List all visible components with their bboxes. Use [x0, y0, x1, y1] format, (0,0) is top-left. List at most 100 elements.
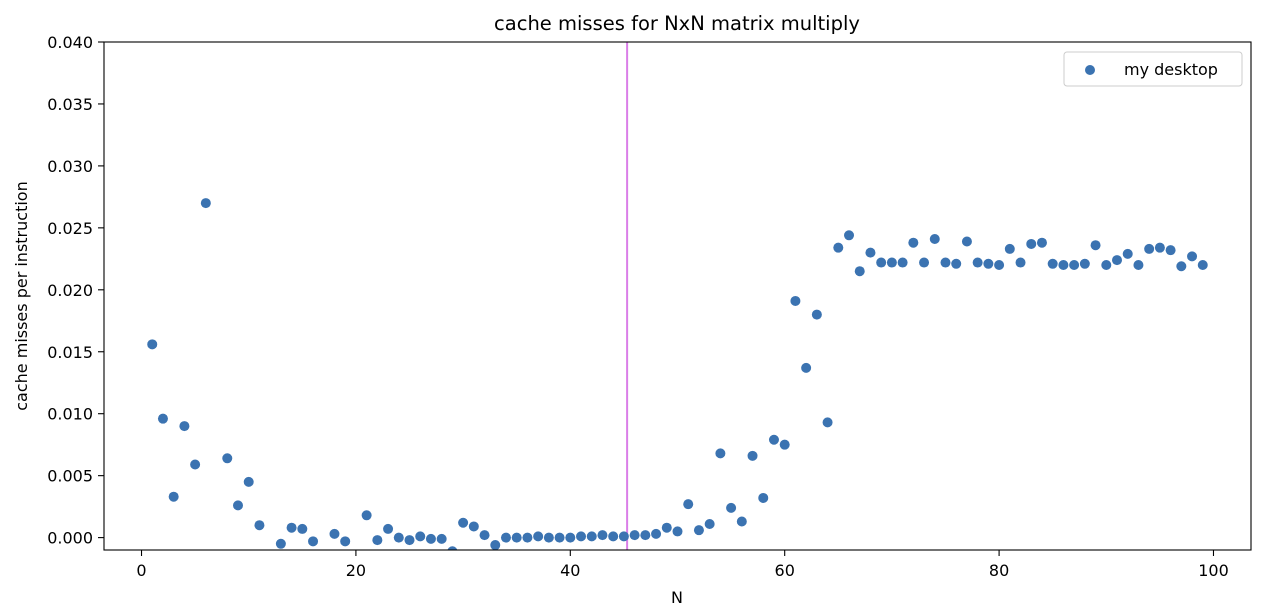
data-point [297, 523, 308, 534]
data-point [1026, 238, 1037, 249]
data-point [801, 362, 812, 373]
data-point [1090, 240, 1101, 251]
data-point [447, 546, 458, 550]
data-point [222, 453, 233, 464]
data-point [361, 510, 372, 521]
x-tick-label: 40 [560, 561, 580, 580]
x-tick-label: 60 [775, 561, 795, 580]
legend-marker [1085, 65, 1095, 75]
data-point [340, 536, 351, 547]
data-point [833, 242, 844, 253]
data-point [844, 230, 855, 241]
data-point [275, 538, 286, 549]
legend-box [1063, 51, 1243, 87]
data-point [640, 530, 651, 541]
data-point [1036, 237, 1047, 248]
data-point [1069, 260, 1080, 271]
data-point [1122, 248, 1133, 259]
data-point [693, 525, 704, 536]
y-tick-label: 0.000 [47, 529, 93, 548]
data-point [168, 491, 179, 502]
data-point [919, 257, 930, 268]
data-point [479, 530, 490, 541]
data-point [533, 531, 544, 542]
data-point [190, 459, 201, 470]
data-point [286, 522, 297, 533]
data-point [618, 531, 629, 542]
data-point [425, 533, 436, 544]
y-tick-label: 0.025 [47, 219, 93, 238]
x-tick-label: 0 [136, 561, 146, 580]
data-point [393, 532, 404, 543]
plot-content [147, 42, 1208, 550]
data-point [651, 528, 662, 539]
data-point [243, 476, 254, 487]
data-point [747, 450, 758, 461]
x-tick-label: 20 [346, 561, 366, 580]
data-point [308, 536, 319, 547]
data-point [951, 258, 962, 269]
data-point [372, 535, 383, 546]
data-point [683, 499, 694, 510]
y-tick-label: 0.040 [47, 33, 93, 52]
data-point [1101, 260, 1112, 271]
data-point [468, 521, 479, 532]
data-point [897, 257, 908, 268]
data-point [522, 532, 533, 543]
data-point [908, 237, 919, 248]
y-tick-label: 0.035 [47, 95, 93, 114]
data-point [661, 522, 672, 533]
data-point [994, 260, 1005, 271]
data-point [1112, 255, 1123, 266]
data-point [554, 532, 565, 543]
data-point [876, 257, 887, 268]
data-point [768, 434, 779, 445]
data-point [961, 236, 972, 247]
data-point [1176, 261, 1187, 272]
data-point [490, 540, 501, 550]
data-point [629, 530, 640, 541]
data-point [404, 535, 415, 546]
y-tick-label: 0.005 [47, 467, 93, 486]
data-point [1079, 258, 1090, 269]
data-point [232, 500, 243, 511]
data-point [1004, 243, 1015, 254]
data-point [147, 339, 158, 350]
data-point [811, 309, 822, 320]
data-point [929, 234, 940, 245]
data-point [1047, 258, 1058, 269]
data-point [1133, 260, 1144, 271]
data-point [854, 266, 865, 277]
data-point [790, 295, 801, 306]
legend: my desktop [1063, 51, 1243, 87]
data-point [940, 257, 951, 268]
data-point [1015, 257, 1026, 268]
data-point [157, 413, 168, 424]
y-tick-label: 0.015 [47, 343, 93, 362]
data-point [608, 531, 619, 542]
chart-title: cache misses for NxN matrix multiply [494, 12, 860, 35]
x-tick-label: 100 [1198, 561, 1229, 580]
data-point [726, 502, 737, 513]
data-point [329, 528, 340, 539]
data-point [1058, 260, 1069, 271]
plot-area [103, 41, 1252, 551]
data-point [983, 258, 994, 269]
data-point [758, 492, 769, 503]
data-point [383, 523, 394, 534]
data-point [586, 531, 597, 542]
data-point [436, 533, 447, 544]
data-point [1154, 242, 1165, 253]
data-point [886, 257, 897, 268]
data-point [972, 257, 983, 268]
data-point [415, 531, 426, 542]
data-point [1197, 260, 1208, 271]
data-point [500, 532, 511, 543]
data-point [779, 439, 790, 450]
axes-frame [103, 41, 1252, 551]
legend-label: my desktop [1124, 60, 1218, 79]
y-tick-label: 0.010 [47, 405, 93, 424]
data-point [822, 417, 833, 428]
data-point [511, 532, 522, 543]
